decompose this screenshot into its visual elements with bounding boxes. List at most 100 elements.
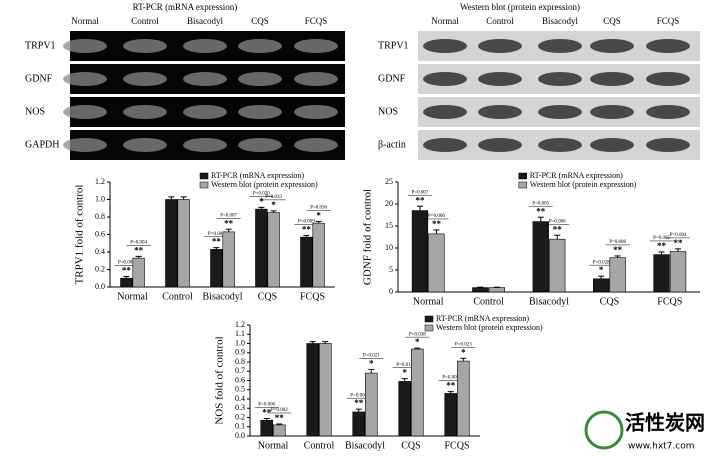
significance-stars: ** xyxy=(674,238,684,248)
legend-label: Western blot (protein expression) xyxy=(530,180,637,189)
gel-band xyxy=(646,138,690,152)
bar xyxy=(312,222,325,288)
significance-stars: * xyxy=(402,368,407,378)
significance-stars: * xyxy=(259,196,264,206)
significance-stars: * xyxy=(599,265,604,275)
p-value: P=0.020 xyxy=(253,192,270,197)
y-tick-label: 0.8 xyxy=(235,357,245,366)
significance-stars: ** xyxy=(262,407,272,417)
significance-stars: ** xyxy=(446,381,456,391)
bar xyxy=(488,287,505,293)
x-tick-label: Normal xyxy=(117,291,148,302)
legend-label: Western blot (protein expression) xyxy=(436,323,543,332)
gel-band xyxy=(423,105,467,119)
bar xyxy=(411,210,429,293)
y-tick-label: 1.2 xyxy=(95,177,105,186)
lane-label: Control xyxy=(131,16,159,26)
legend-swatch xyxy=(199,172,209,180)
bar xyxy=(132,257,145,288)
gel-band xyxy=(123,72,167,86)
x-tick-label: CQS xyxy=(401,440,420,451)
bar xyxy=(364,372,378,437)
lane-label: Normal xyxy=(71,16,99,26)
bar xyxy=(272,424,286,437)
bar xyxy=(267,212,280,288)
x-tick-label: Control xyxy=(473,296,504,307)
bar xyxy=(398,381,412,437)
gel-band xyxy=(238,39,282,53)
gel-band xyxy=(294,105,338,119)
y-tick-label: 1.1 xyxy=(235,329,245,338)
gel-band xyxy=(478,138,522,152)
p-value: P=0.023 xyxy=(455,342,472,347)
row-label: TRPV1 xyxy=(378,40,409,51)
legend-swatch xyxy=(518,181,528,189)
gel-band xyxy=(183,72,227,86)
gel-band xyxy=(123,138,167,152)
watermark-logo xyxy=(584,410,624,450)
bar xyxy=(177,199,190,288)
gel-band xyxy=(590,138,634,152)
gel-band xyxy=(63,39,107,53)
y-tick-label: 0.0 xyxy=(235,431,245,440)
gel-band xyxy=(123,39,167,53)
gel-band xyxy=(646,72,690,86)
p-value: P=0.019 xyxy=(396,363,413,368)
bar xyxy=(306,343,320,437)
bar xyxy=(300,236,313,288)
p-value: P=0.009 xyxy=(298,220,315,225)
bar xyxy=(609,257,626,293)
p-value: P=0.007 xyxy=(220,213,237,218)
y-tick-label: 1.2 xyxy=(235,320,245,329)
significance-stars: ** xyxy=(212,237,222,247)
y-tick-label: 1.0 xyxy=(95,194,105,203)
x-tick-label: Bisacodyl xyxy=(529,296,569,307)
p-value: P=0.028 xyxy=(593,260,610,265)
p-value: P=0.004 xyxy=(130,241,147,246)
x-tick-label: CQS xyxy=(600,296,619,307)
p-value: P=0.004 xyxy=(350,393,367,398)
significance-stars: ** xyxy=(415,195,425,205)
p-value: P=0.007 xyxy=(412,190,429,195)
x-tick-label: Control xyxy=(162,291,193,302)
gel-band xyxy=(238,105,282,119)
gel-band xyxy=(63,72,107,86)
legend-swatch xyxy=(518,172,528,180)
bar xyxy=(352,411,366,437)
x-tick-label: FCQS xyxy=(300,291,325,302)
p-value: P=0.036 xyxy=(310,206,327,211)
significance-stars: ** xyxy=(536,206,546,216)
x-tick-label: Normal xyxy=(413,296,444,307)
gel-band xyxy=(123,105,167,119)
y-tick-label: 0 xyxy=(389,287,393,296)
gel-band xyxy=(646,105,690,119)
legend-swatch xyxy=(199,181,209,189)
p-value: P=0.008 xyxy=(118,261,135,266)
lane-label: Bisacodyl xyxy=(542,16,578,26)
gel-band xyxy=(183,105,227,119)
y-tick-label: 0.4 xyxy=(235,394,245,403)
row-label: β-actin xyxy=(378,139,406,150)
row-label: TRPV1 xyxy=(25,40,56,51)
p-value: P=0.021 xyxy=(363,354,380,359)
y-tick-label: 20 xyxy=(385,199,393,208)
gel-band xyxy=(183,138,227,152)
significance-stars: ** xyxy=(224,218,234,228)
p-value: P=0.006 xyxy=(258,403,275,408)
gel-band xyxy=(294,138,338,152)
p-value: P=0.033 xyxy=(265,195,282,200)
y-axis-label: TRPV1 fold of control xyxy=(74,185,86,285)
bar xyxy=(472,287,489,293)
x-tick-label: FCQS xyxy=(657,296,682,307)
y-tick-label: 15 xyxy=(385,221,393,230)
significance-stars: ** xyxy=(122,266,132,276)
legend-label: RT-PCR (mRNA expression) xyxy=(530,171,623,180)
y-tick-label: 1.0 xyxy=(235,338,245,347)
x-tick-label: Bisacodyl xyxy=(345,440,385,451)
gel-title: RT-PCR (mRNA expression) xyxy=(133,2,238,12)
gel-band xyxy=(423,39,467,53)
bar xyxy=(165,199,178,288)
bar xyxy=(532,221,549,293)
bar xyxy=(444,393,458,437)
